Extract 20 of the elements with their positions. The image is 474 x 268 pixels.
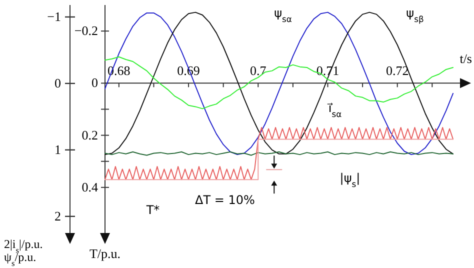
y-tick-label: 0 xyxy=(92,75,98,90)
y-tick-label: 0.2 xyxy=(82,127,98,142)
y-tick-label: −0.2 xyxy=(74,23,98,38)
y-axis-title: T/p.u. xyxy=(89,246,121,261)
annotation: |ψ$_{s}$| xyxy=(340,171,360,189)
y2-tick-label: 0 xyxy=(54,75,61,90)
annotation: ψ$_{sα}$ xyxy=(274,6,292,24)
y-tick-label: 0.4 xyxy=(82,179,98,194)
y2-tick-label: 1 xyxy=(54,142,61,157)
y2-axis-title: 2|i$_{s}$|/p.u. ψ$_{s}$/p.u. xyxy=(4,237,43,268)
annotation: ψ$_{sβ}$ xyxy=(406,6,424,24)
x-tick-label: 0.7 xyxy=(250,63,267,78)
annotation: T* xyxy=(145,203,160,217)
x-axis-title: t/s xyxy=(460,51,472,66)
x-tick-label: 0.72 xyxy=(386,63,409,78)
annotation: i⃗$_{sα}$ xyxy=(327,101,342,119)
line-series xyxy=(104,12,454,156)
y2-tick-label: −1 xyxy=(47,8,61,24)
y2-tick-label: 2 xyxy=(54,208,61,224)
annotation: ΔT = 10% xyxy=(195,193,255,207)
